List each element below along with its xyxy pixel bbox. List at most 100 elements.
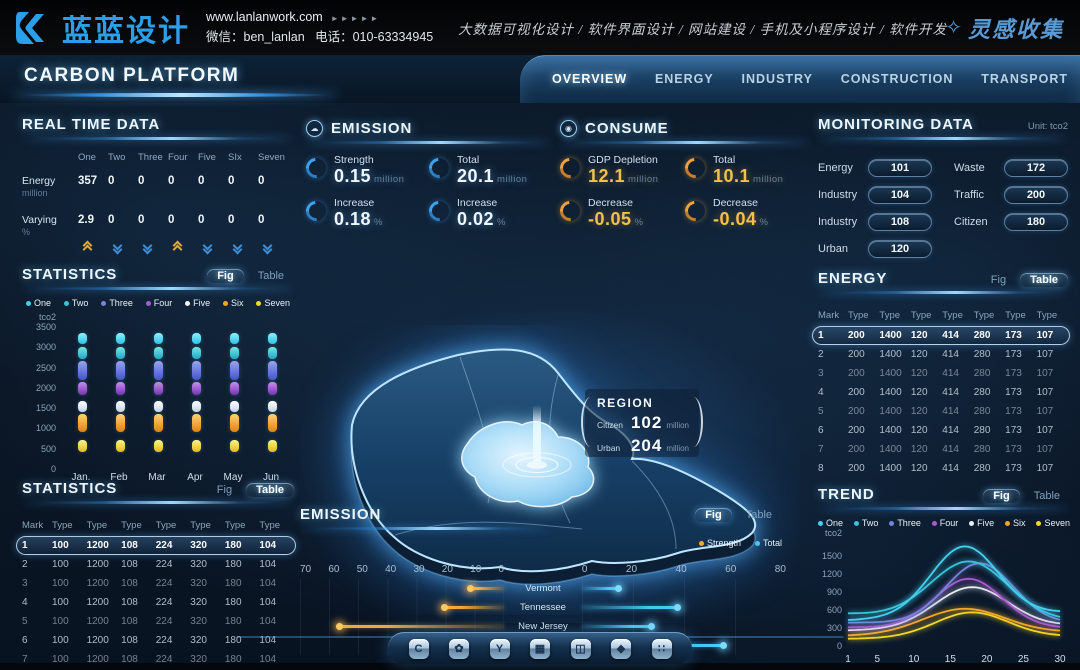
fig-table-toggle: Fig Table [207,483,294,497]
cell: 2 [22,559,28,570]
nut-icon[interactable]: ◆ [611,638,631,659]
cell: 1 [818,330,824,341]
monitoring-label: Traffic [954,188,984,201]
table-row[interactable]: 8 200 1400 120 414 280 173 107 [818,459,1068,478]
legend-item-four[interactable]: Four [145,298,172,308]
legend-item-one[interactable]: One [818,518,843,528]
tab-table[interactable]: Table [246,483,294,497]
nav-tab-energy[interactable]: ENERGY [654,72,714,86]
legend-item-one[interactable]: One [26,298,51,308]
table-row[interactable]: 2 200 1400 120 414 280 173 107 [818,345,1068,364]
table-row[interactable]: 7 100 1200 108 224 320 180 104 [22,650,294,669]
table-row[interactable]: 5 200 1400 120 414 280 173 107 [818,402,1068,421]
legend-item-seven[interactable]: Seven [1036,518,1070,528]
bar-column-Jan[interactable] [77,326,87,468]
cell: 414 [942,349,959,360]
nav-tab-industry[interactable]: INDUSTRY [741,72,813,86]
table-row[interactable]: 3 200 1400 120 414 280 173 107 [818,364,1068,383]
legend-item-four[interactable]: Four [931,518,958,528]
legend-item-total[interactable]: Total [754,538,782,548]
swoosh-decor [560,141,810,144]
legend-item-six[interactable]: Six [1005,518,1026,528]
cell: 180 [224,559,242,570]
tab-fig[interactable]: Fig [990,274,1007,286]
emission-row-tennessee[interactable]: Tennessee [300,598,786,617]
nav-tab-overview[interactable]: OVERVIEW [552,72,628,86]
legend-item-five[interactable]: Five [969,518,994,528]
table-row[interactable]: 2 100 1200 108 224 320 180 104 [22,555,294,574]
legend-item-three[interactable]: Three [889,518,921,528]
cell: 200 [848,368,865,379]
region-metric-unit: million [666,421,689,430]
table-row[interactable]: 3 100 1200 108 224 320 180 104 [22,574,294,593]
column-header: Mark [22,519,44,531]
table-row[interactable]: 6 100 1200 108 224 320 180 104 [22,631,294,650]
bar-column-May[interactable] [229,326,239,468]
column-header: Type [848,309,869,321]
emission-chart-axes: 70 60 50 40 30 20 10 0 0 20 40 60 80 [300,564,786,575]
bar-segment-seven [191,440,201,453]
monitoring-value-pill: 108 [868,212,932,231]
strength-dot [335,623,343,630]
legend-label: Five [977,518,995,528]
arc-icon [555,153,585,183]
tab-fig[interactable]: Fig [695,508,732,522]
bar-column-Apr[interactable] [191,326,201,468]
bar-segment-four [267,382,277,395]
legend-item-five[interactable]: Five [185,298,210,308]
legend-item-two[interactable]: Two [853,518,879,528]
legend-item-strength[interactable]: Strength [698,538,741,548]
table-row[interactable]: 1 200 1400 120 414 280 173 107 [812,326,1070,345]
table-row[interactable]: 1 100 1200 108 224 320 180 104 [16,536,296,555]
tab-table[interactable]: Table [257,270,284,282]
table-row[interactable]: 5 100 1200 108 224 320 180 104 [22,612,294,631]
bar-segment-two [267,346,277,359]
table-row[interactable]: 4 100 1200 108 224 320 180 104 [22,593,294,612]
cell: 280 [973,368,991,379]
collect-link[interactable]: ✧ 灵感收集 [945,0,1064,55]
axis-tick: 50 [356,564,368,575]
emission-row-new-jersey[interactable]: New Jersey [300,617,786,636]
nav-tab-construction[interactable]: CONSTRUCTION [840,72,954,86]
table-row[interactable]: 7 200 1400 120 414 280 173 107 [818,440,1068,459]
hexagon-c-icon[interactable]: C [408,638,429,659]
table-row[interactable]: 4 200 1400 120 414 280 173 107 [818,383,1068,402]
bar-column-Jun[interactable] [267,326,277,468]
tab-table[interactable]: Table [1033,490,1060,502]
axis-tick-label: 30 [1054,654,1066,665]
emission-row-vermont[interactable]: Vermont [300,579,786,598]
stat-text: GDP Depletion 12.1 million [588,154,658,187]
tab-table[interactable]: Table [1020,273,1068,287]
bar-segment-four [191,382,201,395]
cell: 173 [1005,463,1022,474]
column-header: Type [973,309,995,321]
logo[interactable]: 蓝蓝设计 [14,6,190,50]
monitor-icon[interactable]: ◫ [570,638,591,659]
tab-fig[interactable]: Fig [216,484,233,496]
legend-item-two[interactable]: Two [63,298,88,308]
table-row[interactable]: 6 200 1400 120 414 280 173 107 [818,421,1068,440]
pump-icon[interactable]: ▦ [530,638,550,659]
tab-fig[interactable]: Fig [983,489,1020,503]
cell: 200 [848,387,865,398]
tab-fig[interactable]: Fig [207,269,244,283]
y-tick-label: 2000 [35,382,56,393]
legend-item-seven[interactable]: Seven [256,298,290,308]
legend-item-six[interactable]: Six [223,298,244,308]
cell: 224 [155,635,173,646]
dots-icon[interactable]: ∷ [651,638,672,659]
cell: 200 [848,330,865,341]
gear-icon[interactable]: ✿ [449,638,469,659]
legend-item-three[interactable]: Three [101,298,133,308]
circle-y-icon[interactable]: Y [489,638,510,659]
region-map[interactable] [300,325,800,615]
bar-column-Feb[interactable] [115,326,125,468]
legend-label: Two [861,518,879,528]
axis-tick-label: 600 [827,605,842,615]
website-link[interactable]: www.lanlanwork.com [206,10,323,25]
cell: 107 [1036,463,1054,474]
tab-table[interactable]: Table [745,509,772,521]
bar-column-Mar[interactable] [153,326,163,468]
region-popup-title: REGION [597,396,654,410]
nav-tab-transport[interactable]: TRANSPORT [981,72,1068,86]
